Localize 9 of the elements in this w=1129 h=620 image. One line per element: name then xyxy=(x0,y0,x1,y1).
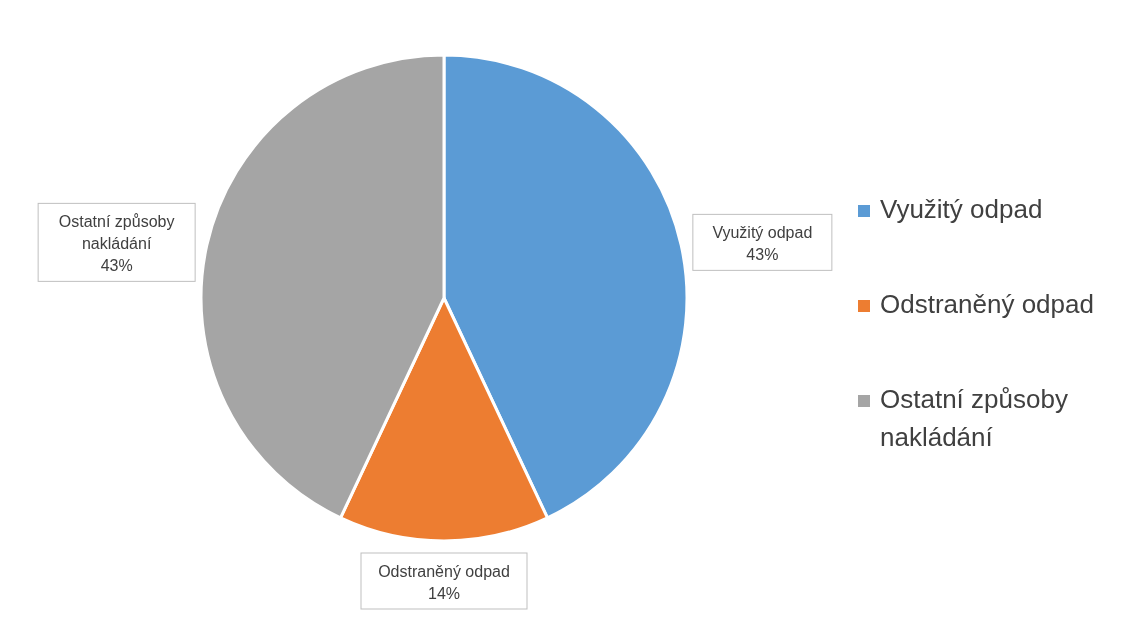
data-label: 14% xyxy=(427,585,461,602)
data-label: 43% xyxy=(746,246,779,264)
legend-label: Ostatní způsoby nakládání xyxy=(880,384,1068,452)
slice-label: Odstraněný odpad xyxy=(378,563,510,580)
legend-label: Odstraněný odpad xyxy=(880,289,1094,319)
slice-label: Ostatní způsoby nakládání xyxy=(58,213,175,253)
data-label: 43% xyxy=(100,257,133,275)
legend-label: Využitý odpad xyxy=(880,194,1043,224)
slice-label: Využitý odpad xyxy=(712,224,813,242)
